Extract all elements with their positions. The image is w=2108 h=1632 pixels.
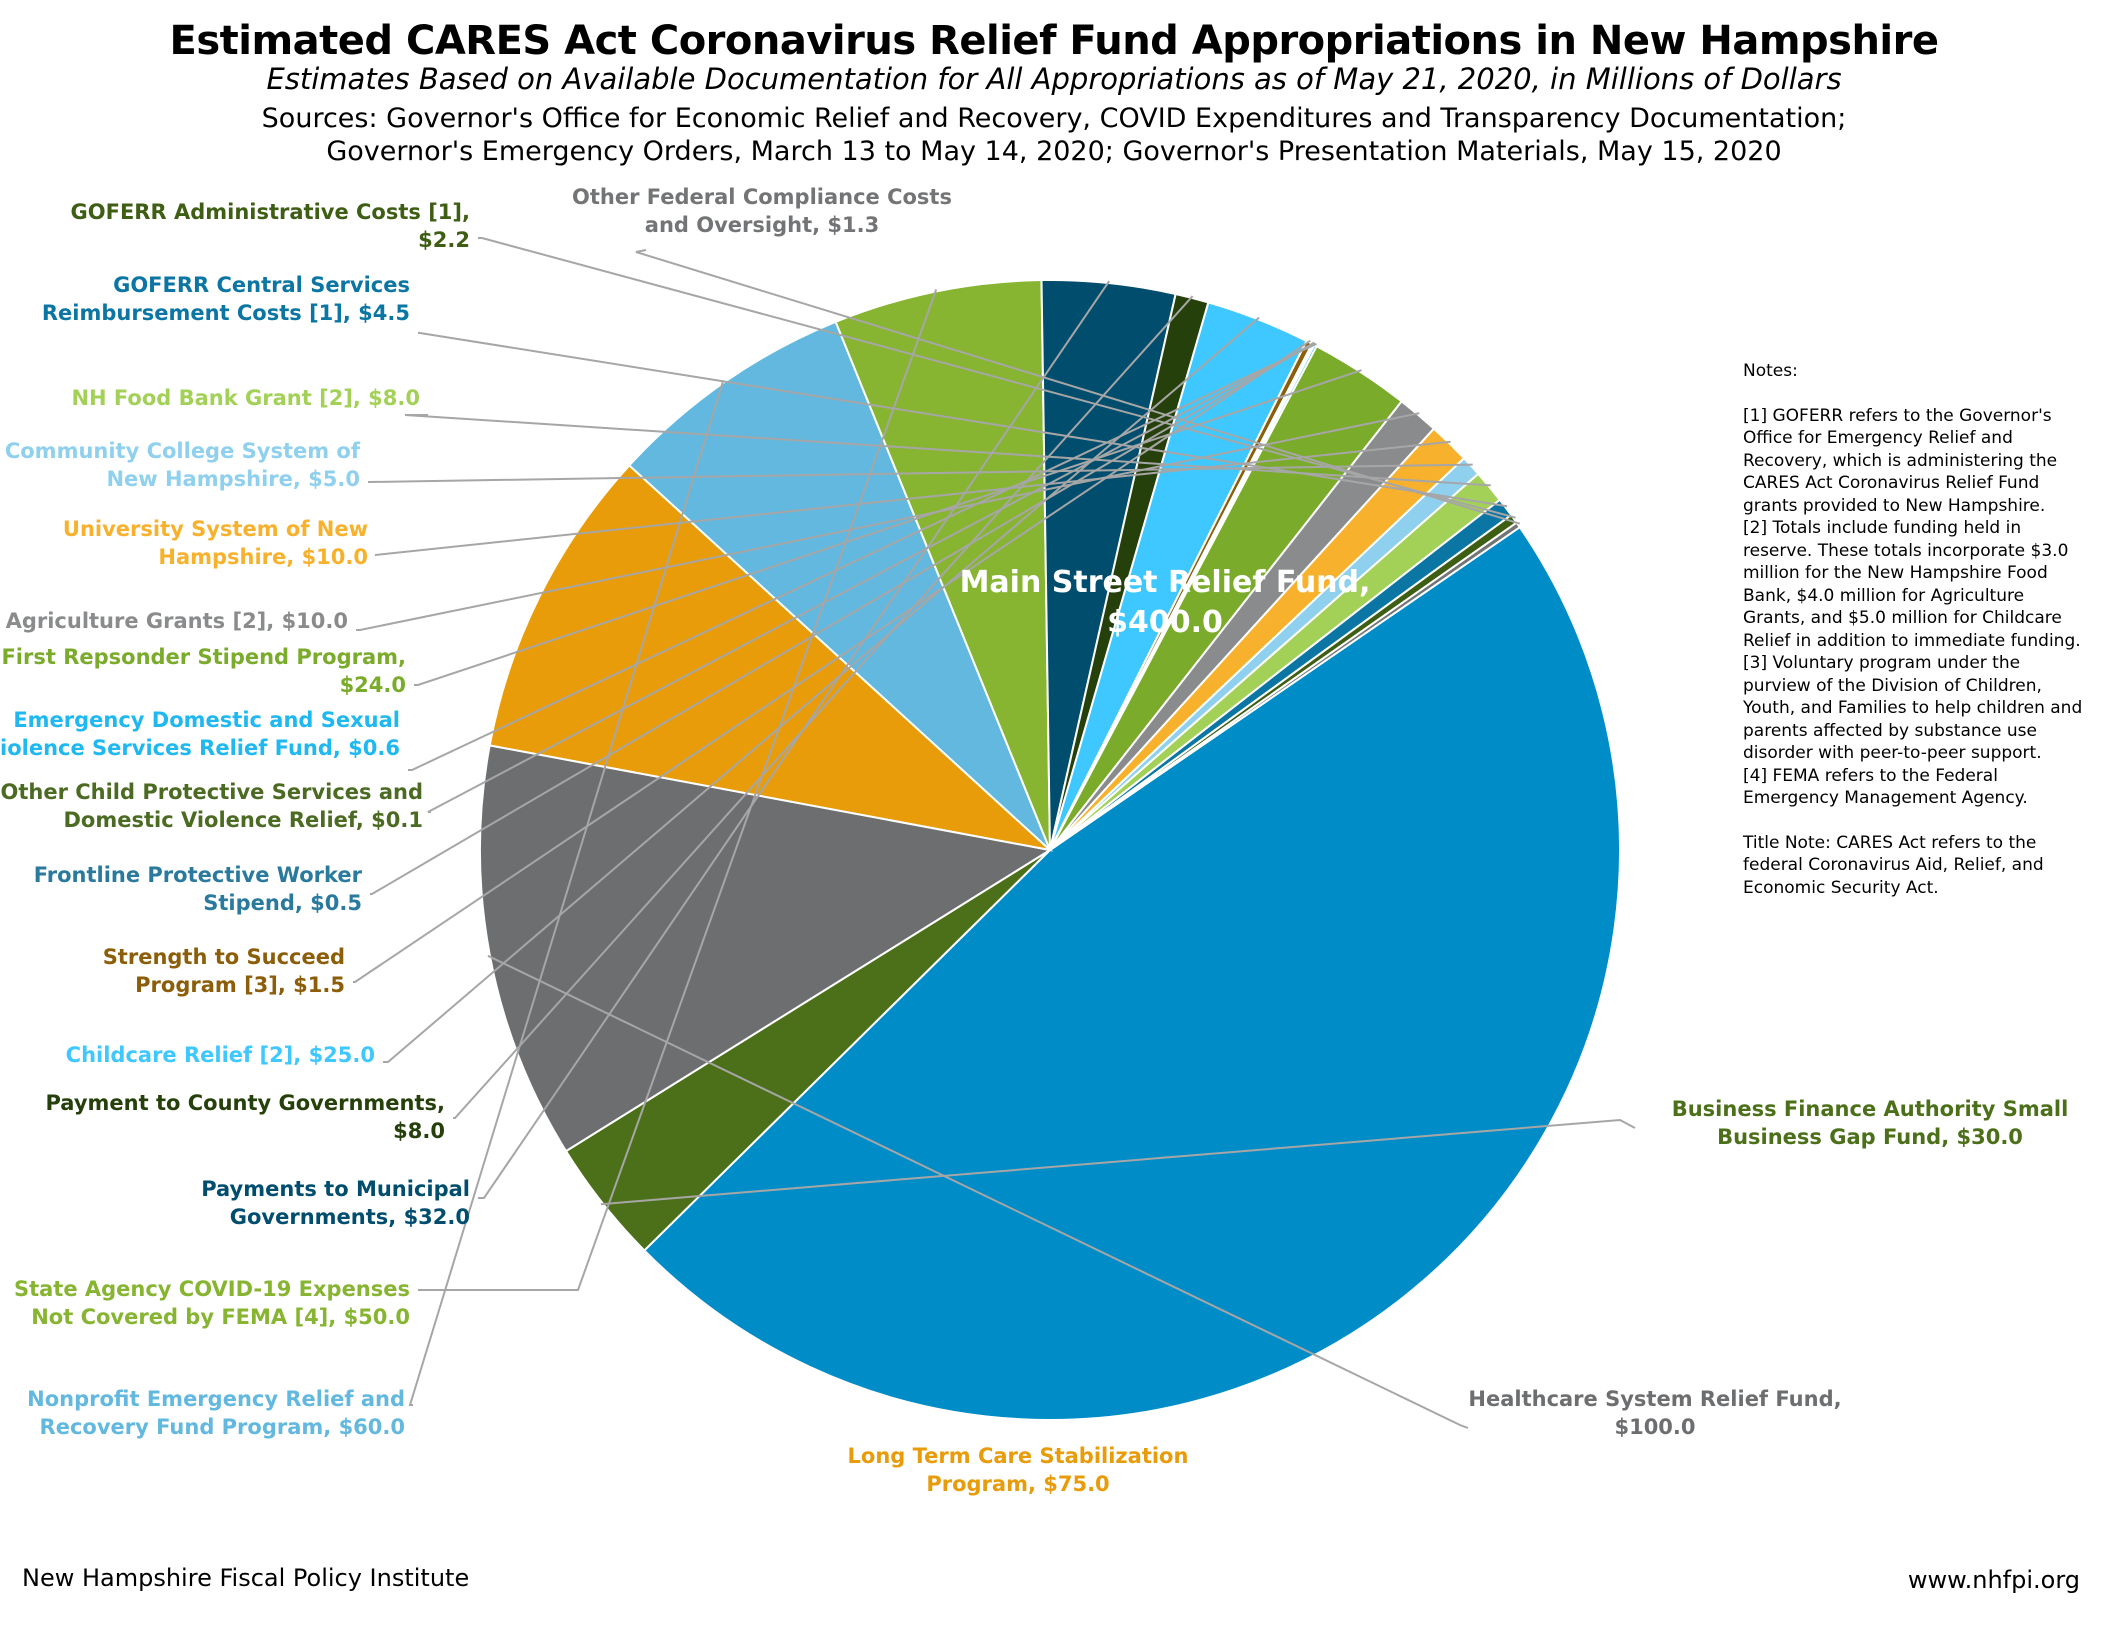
- slice-label-line: First Repsonder Stipend Program,: [1, 645, 406, 669]
- chart-sources: Sources: Governor's Office for Economic …: [261, 103, 1847, 167]
- leader-line: [356, 412, 1420, 631]
- slice-label: Community College System of New Hampshire…: [5, 439, 361, 491]
- slice-label: State Agency COVID-19 Expenses Not Covere…: [14, 1277, 410, 1329]
- slice-label-line: Healthcare System Relief Fund,: [1468, 1387, 1841, 1411]
- leader-line: [478, 237, 1516, 519]
- slice-label: Strength to Succeed Program [3], $1.5: [103, 945, 345, 997]
- slice-label-line: Stipend, $0.5: [203, 891, 362, 915]
- leader-line: [370, 341, 1315, 895]
- footer-organization: New Hampshire Fiscal Policy Institute: [22, 1564, 470, 1592]
- footer-website: www.nhfpi.org: [1907, 1566, 2080, 1594]
- leader-lines-layer: [353, 237, 1636, 1429]
- leader-line: [600, 1118, 1636, 1206]
- slice-label-line: GOFERR Central Services: [113, 273, 410, 297]
- leader-line: [408, 380, 725, 1406]
- note-1: [1] GOFERR refers to the Governor's Offi…: [1743, 405, 2058, 516]
- slice-label-line: $400.0: [1107, 605, 1223, 640]
- slice-label-line: Business Gap Fund, $30.0: [1717, 1125, 2023, 1149]
- slice-label-line: Other Child Protective Services and: [0, 780, 423, 804]
- slice-label: Other Child Protective Services and Domes…: [0, 780, 423, 832]
- slice-label: Payment to County Governments, $8.0: [45, 1091, 445, 1143]
- pie-slice: [642, 525, 1621, 1421]
- leader-line: [414, 369, 1362, 686]
- slice-label: Emergency Domestic and Sexual Violence Se…: [0, 708, 400, 760]
- slice-label-line: Frontline Protective Worker: [34, 863, 363, 887]
- slice-label: GOFERR Administrative Costs [1], $2.2: [71, 200, 470, 252]
- slice-label-line: University System of New: [63, 517, 368, 541]
- slice-label: Main Street Relief Fund, $400.0: [960, 565, 1371, 640]
- notes-heading: Notes:: [1743, 361, 1798, 381]
- slice-label-line: Emergency Domestic and Sexual: [13, 708, 400, 732]
- slice-label-line: Hampshire, $10.0: [158, 545, 368, 569]
- slice-label: Payments to Municipal Governments, $32.0: [201, 1177, 470, 1229]
- slice-label-line: Business Finance Authority Small: [1672, 1097, 2069, 1121]
- slice-label-line: New Hampshire, $5.0: [106, 467, 360, 491]
- slice-label: GOFERR Central Services Reimbursement Cos…: [42, 273, 410, 325]
- notes-panel: Notes: [1] GOFERR refers to the Governor…: [1743, 360, 2083, 899]
- slice-label-line: Reimbursement Costs [1], $4.5: [42, 301, 410, 325]
- chart-subtitle: Estimates Based on Available Documentati…: [266, 62, 1842, 96]
- slice-label: Other Federal Compliance Costs and Oversi…: [572, 185, 952, 237]
- slice-label-line: Governments, $32.0: [230, 1205, 470, 1229]
- leader-line: [487, 954, 1469, 1429]
- note-4: [4] FEMA refers to the Federal Emergency…: [1743, 765, 2028, 809]
- slice-label-line: Nonprofit Emergency Relief and: [27, 1387, 405, 1411]
- slice-label-line: State Agency COVID-19 Expenses: [14, 1277, 410, 1301]
- slice-label-line: Program, $75.0: [926, 1472, 1109, 1496]
- leader-line: [383, 316, 1260, 1063]
- slice-label-line: Strength to Succeed: [103, 945, 345, 969]
- slice-label: Childcare Relief [2], $25.0: [66, 1043, 375, 1067]
- slice-label-line: Childcare Relief [2], $25.0: [66, 1043, 375, 1067]
- slice-label: NH Food Bank Grant [2], $8.0: [71, 386, 420, 410]
- slice-label-line: Agriculture Grants [2], $10.0: [6, 609, 348, 633]
- slice-label-line: Community College System of: [5, 439, 361, 463]
- leader-line: [478, 280, 1111, 1199]
- slice-label: Agriculture Grants [2], $10.0: [6, 609, 348, 633]
- note-3: [3] Voluntary program under the purview …: [1743, 653, 2083, 763]
- slice-label: First Repsonder Stipend Program, $24.0: [1, 645, 406, 697]
- labels-layer: Main Street Relief Fund, $400.0 Business F…: [0, 185, 2068, 1496]
- slice-label-line: $2.2: [418, 228, 470, 252]
- note-2: [2] Totals include funding held in reser…: [1743, 518, 2081, 651]
- leader-line: [635, 249, 1521, 525]
- title-note: Title Note: CARES Act refers to the fede…: [1743, 832, 2044, 898]
- slice-label-line: Long Term Care Stabilization: [848, 1444, 1189, 1468]
- slice-label-line: Violence Services Relief Fund, $0.6: [0, 736, 400, 760]
- slice-label-line: Main Street Relief Fund,: [960, 565, 1371, 600]
- slice-label-line: Domestic Violence Relief, $0.1: [63, 808, 423, 832]
- slice-label-line: $8.0: [393, 1119, 445, 1143]
- slice-label-line: $100.0: [1614, 1415, 1695, 1439]
- slice-label-line: Payment to County Governments,: [45, 1091, 445, 1115]
- slices-layer: [479, 279, 1621, 1421]
- slice-label-line: Not Covered by FEMA [4], $50.0: [31, 1305, 410, 1329]
- leader-line: [368, 463, 1473, 483]
- slice-label-line: Program [3], $1.5: [135, 973, 345, 997]
- slice-label-line: and Oversight, $1.3: [645, 213, 879, 237]
- slice-label: Healthcare System Relief Fund, $100.0: [1468, 1387, 1841, 1439]
- pie-slice: [488, 464, 1054, 852]
- slice-label-line: Other Federal Compliance Costs: [572, 185, 952, 209]
- slice-label: Frontline Protective Worker Stipend, $0.5: [34, 863, 363, 915]
- slice-label: University System of New Hampshire, $10.0: [63, 517, 368, 569]
- slice-label-line: GOFERR Administrative Costs [1],: [71, 200, 470, 224]
- pie-slice: [479, 744, 1053, 1153]
- leader-line: [418, 332, 1508, 508]
- slice-label: Nonprofit Emergency Relief and Recovery F…: [27, 1387, 405, 1439]
- chart-title: Estimated CARES Act Coronavirus Relief F…: [169, 18, 1939, 64]
- leader-line: [453, 295, 1194, 1119]
- leader-line: [418, 289, 938, 1291]
- slice-label-line: $24.0: [340, 673, 406, 697]
- slice-label: Business Finance Authority Small Business…: [1672, 1097, 2069, 1149]
- slice-label-line: NH Food Bank Grant [2], $8.0: [71, 386, 420, 410]
- slice-label-line: Payments to Municipal: [201, 1177, 470, 1201]
- leader-line: [353, 339, 1311, 983]
- slice-label-line: Recovery Fund Program, $60.0: [40, 1415, 405, 1439]
- leader-line: [427, 342, 1316, 813]
- slice-label: Long Term Care Stabilization Program, $75…: [848, 1444, 1189, 1496]
- leader-line: [374, 440, 1451, 556]
- leader-line: [404, 414, 1491, 487]
